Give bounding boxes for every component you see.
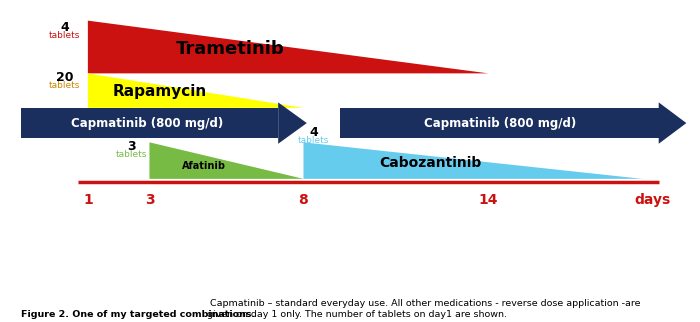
- Polygon shape: [304, 142, 643, 179]
- Text: 3: 3: [145, 193, 154, 207]
- Text: Capmatinib (800 mg/d): Capmatinib (800 mg/d): [71, 117, 223, 129]
- Text: Cabozantinib: Cabozantinib: [379, 156, 482, 170]
- Text: Afatinib: Afatinib: [182, 161, 226, 171]
- Polygon shape: [88, 73, 304, 108]
- Text: 4: 4: [309, 126, 318, 139]
- Text: 4: 4: [60, 21, 69, 33]
- Text: 1: 1: [83, 193, 92, 207]
- Text: 3: 3: [127, 140, 136, 153]
- Text: Trametinib: Trametinib: [176, 40, 284, 58]
- Text: tablets: tablets: [49, 31, 80, 40]
- Text: Capmatinib (800 mg/d): Capmatinib (800 mg/d): [424, 117, 576, 129]
- Polygon shape: [150, 142, 304, 179]
- Polygon shape: [278, 102, 307, 144]
- Text: Rapamycin: Rapamycin: [113, 84, 207, 99]
- Text: tablets: tablets: [49, 81, 80, 90]
- Text: Figure 2. One of my targeted combinations.: Figure 2. One of my targeted combination…: [21, 310, 255, 319]
- Polygon shape: [20, 108, 278, 138]
- Text: 14: 14: [479, 193, 498, 207]
- Polygon shape: [88, 21, 489, 73]
- Text: 20: 20: [56, 71, 74, 84]
- Text: tablets: tablets: [116, 150, 147, 159]
- Polygon shape: [340, 108, 659, 138]
- Text: 8: 8: [299, 193, 309, 207]
- Text: tablets: tablets: [298, 136, 329, 145]
- Text: Capmatinib – standard everyday use. All other medications - reverse dose applica: Capmatinib – standard everyday use. All …: [206, 299, 640, 319]
- Polygon shape: [659, 102, 687, 144]
- Text: days: days: [634, 193, 671, 207]
